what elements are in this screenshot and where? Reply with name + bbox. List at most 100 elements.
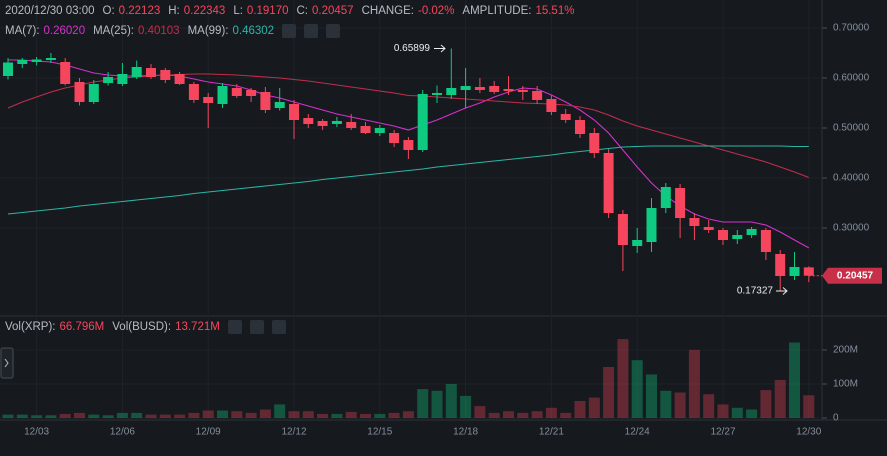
volume-bar <box>102 415 114 418</box>
field-value: -0.02% <box>417 5 455 17</box>
candle-body <box>703 227 714 230</box>
candle-body <box>289 104 299 120</box>
low-arrow <box>776 287 788 295</box>
volume-bar <box>488 412 500 418</box>
y-tick-label: 0 <box>833 413 839 424</box>
settings-button[interactable] <box>249 320 264 334</box>
side-toggle-icon <box>4 358 9 368</box>
volume-bar <box>331 413 343 418</box>
volume-bar <box>717 404 729 418</box>
volume-bar <box>231 411 243 418</box>
field-label: C: <box>296 5 309 17</box>
candle-body <box>188 84 199 100</box>
volume-bar <box>274 404 286 418</box>
candle-body <box>231 88 242 96</box>
volume-bar <box>503 411 514 418</box>
volume-legend: Vol(XRP): 66.796M Vol(BUSD): 13.721M <box>5 320 286 334</box>
volume-bar <box>116 412 128 418</box>
x-tick-label: 12/03 <box>24 427 49 438</box>
candle-body <box>789 267 800 276</box>
candle-body <box>317 121 328 126</box>
ma-legend: MA(7)0.26020 MA(25) 0.40103 MA(99)0.46302 <box>5 24 341 38</box>
legend-name: MA(7) <box>5 25 40 37</box>
close-button[interactable] <box>326 24 341 38</box>
settings-button[interactable] <box>304 24 319 38</box>
y-tick-label: 0.50000 <box>833 123 870 134</box>
legend-label: Vol(BUSD): <box>112 321 172 333</box>
candle-body <box>532 91 543 100</box>
candle-body <box>389 133 400 143</box>
field-value: 0.20457 <box>312 5 354 17</box>
candle-body <box>131 67 142 77</box>
volume-bar <box>188 412 200 418</box>
field-label: L: <box>233 5 243 17</box>
candle-body <box>31 59 42 62</box>
legend-value: 0.40103 <box>138 25 180 37</box>
candle-body <box>589 133 600 153</box>
candle-body <box>575 120 585 134</box>
eye-button[interactable] <box>282 24 297 38</box>
y-tick-label: 100M <box>833 379 858 390</box>
volume-bar <box>774 379 786 418</box>
volume-bar <box>560 412 572 418</box>
candle-body <box>274 102 285 108</box>
candle-body <box>617 214 628 245</box>
candle-body <box>603 153 614 213</box>
volume-bar <box>703 394 715 418</box>
candle-body <box>17 60 28 64</box>
legend-value: 66.796M <box>59 321 105 333</box>
volume-bar <box>688 350 700 418</box>
field-value: 0.19170 <box>246 5 289 17</box>
y-tick-label: 0.40000 <box>833 173 870 184</box>
candle-body <box>460 86 471 90</box>
volume-bar <box>445 384 457 418</box>
candle-body <box>146 68 156 77</box>
time: 2020/12/30 03:00 <box>5 5 95 17</box>
legend-value: 13.721M <box>175 321 220 333</box>
eye-button[interactable] <box>227 320 242 334</box>
field-label: O: <box>102 5 115 17</box>
candle-body <box>217 86 228 104</box>
candle-body <box>203 97 214 103</box>
y-tick-label: 0.30000 <box>833 223 870 234</box>
volume-bar <box>345 411 357 418</box>
candle-body <box>689 218 700 226</box>
low-annotation: 0.17327 <box>737 286 774 297</box>
volume-bar <box>317 413 329 418</box>
candle-body <box>675 188 686 218</box>
candle-body <box>246 90 257 96</box>
candle-body <box>432 93 442 95</box>
price-tag <box>822 267 882 284</box>
candle-body <box>88 84 99 102</box>
y-tick-label: 200M <box>833 345 858 356</box>
legend-value: 0.46302 <box>232 25 275 37</box>
candle-body <box>446 88 457 95</box>
volume-bar <box>545 407 557 418</box>
volume-bar <box>731 407 743 418</box>
field-value: 15.51% <box>535 5 575 17</box>
volume-bar <box>259 409 271 418</box>
volume-bar <box>159 414 171 418</box>
field-label: CHANGE: <box>361 5 414 17</box>
volume-bar <box>517 412 529 418</box>
ma-line <box>7 73 809 178</box>
volume-bar <box>302 411 314 418</box>
volume-bar <box>45 415 57 418</box>
candle-body <box>503 89 514 91</box>
volume-bar <box>460 395 472 418</box>
volume-bar <box>388 412 400 418</box>
candle-body <box>260 92 271 110</box>
grid <box>822 27 827 419</box>
candle-body <box>346 122 357 128</box>
candle-body <box>60 62 71 84</box>
volume-bar <box>202 410 214 418</box>
close-button[interactable] <box>271 320 286 334</box>
volume-bar <box>131 412 143 418</box>
side-toggle[interactable] <box>0 347 14 379</box>
ohlc-header: 2020/12/30 03:00 O: 0.22123 H: 0.22343 L: 0.1… <box>5 5 574 17</box>
volume-bar <box>803 395 815 418</box>
candle-body <box>775 254 786 276</box>
volume-bar <box>760 390 772 418</box>
x-tick-label: 12/12 <box>281 427 306 438</box>
